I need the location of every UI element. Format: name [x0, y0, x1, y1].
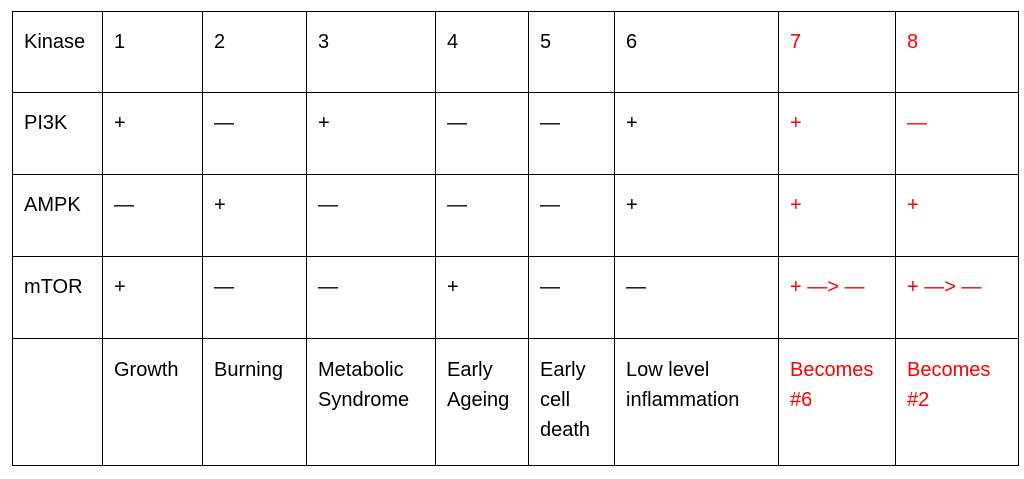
table-cell: + — [895, 174, 1019, 257]
outcome-cell-blank — [12, 337, 103, 467]
header-cell-4: 4 — [435, 10, 529, 94]
outcome-cell: Early cell death — [528, 337, 615, 467]
table-row-pi3k: PI3K + — + — — + + — — [12, 92, 1019, 176]
outcome-cell: Early Ageing — [435, 337, 529, 467]
table-row-mtor: mTOR + — — + — — + —> — + —> — — [12, 255, 1019, 339]
header-cell-7: 7 — [778, 10, 896, 94]
row-label: AMPK — [12, 174, 103, 257]
header-row: Kinase 1 2 3 4 5 6 7 8 — [12, 10, 1019, 94]
table-cell: — — [528, 174, 615, 257]
table-cell: — — [306, 174, 436, 257]
table-cell: — — [528, 92, 615, 176]
header-cell-5: 5 — [528, 10, 615, 94]
table-cell: + — [102, 255, 203, 339]
outcome-cell: Metabolic Syndrome — [306, 337, 436, 467]
table-cell: + — [306, 92, 436, 176]
table-cell: + — [202, 174, 307, 257]
table-cell: + —> — — [895, 255, 1019, 339]
outcome-cell: Becomes #6 — [778, 337, 896, 467]
table-cell: + — [614, 174, 779, 257]
outcome-cell: Low level inflammation — [614, 337, 779, 467]
header-cell-1: 1 — [102, 10, 203, 94]
table-cell: — — [528, 255, 615, 339]
table-cell: — — [614, 255, 779, 339]
table-cell: + — [102, 92, 203, 176]
header-cell-kinase: Kinase — [12, 10, 103, 94]
table-cell: — — [435, 174, 529, 257]
outcome-cell: Burning — [202, 337, 307, 467]
table-cell: + — [778, 92, 896, 176]
header-cell-2: 2 — [202, 10, 307, 94]
table-cell: + — [778, 174, 896, 257]
table-cell: — — [435, 92, 529, 176]
kinase-table: Kinase 1 2 3 4 5 6 7 8 PI3K + — + — — + … — [12, 10, 1019, 467]
header-cell-3: 3 — [306, 10, 436, 94]
table-cell: — — [306, 255, 436, 339]
header-cell-6: 6 — [614, 10, 779, 94]
table-cell: — — [102, 174, 203, 257]
table-cell: — — [202, 92, 307, 176]
table-cell: + — [614, 92, 779, 176]
header-cell-8: 8 — [895, 10, 1019, 94]
table-cell: — — [202, 255, 307, 339]
table-cell: + —> — — [778, 255, 896, 339]
outcome-cell: Growth — [102, 337, 203, 467]
table-cell: + — [435, 255, 529, 339]
row-label: mTOR — [12, 255, 103, 339]
table-cell: — — [895, 92, 1019, 176]
table-row-outcome: Growth Burning Metabolic Syndrome Early … — [12, 337, 1019, 467]
row-label: PI3K — [12, 92, 103, 176]
outcome-cell: Becomes #2 — [895, 337, 1019, 467]
table-row-ampk: AMPK — + — — — + + + — [12, 174, 1019, 257]
